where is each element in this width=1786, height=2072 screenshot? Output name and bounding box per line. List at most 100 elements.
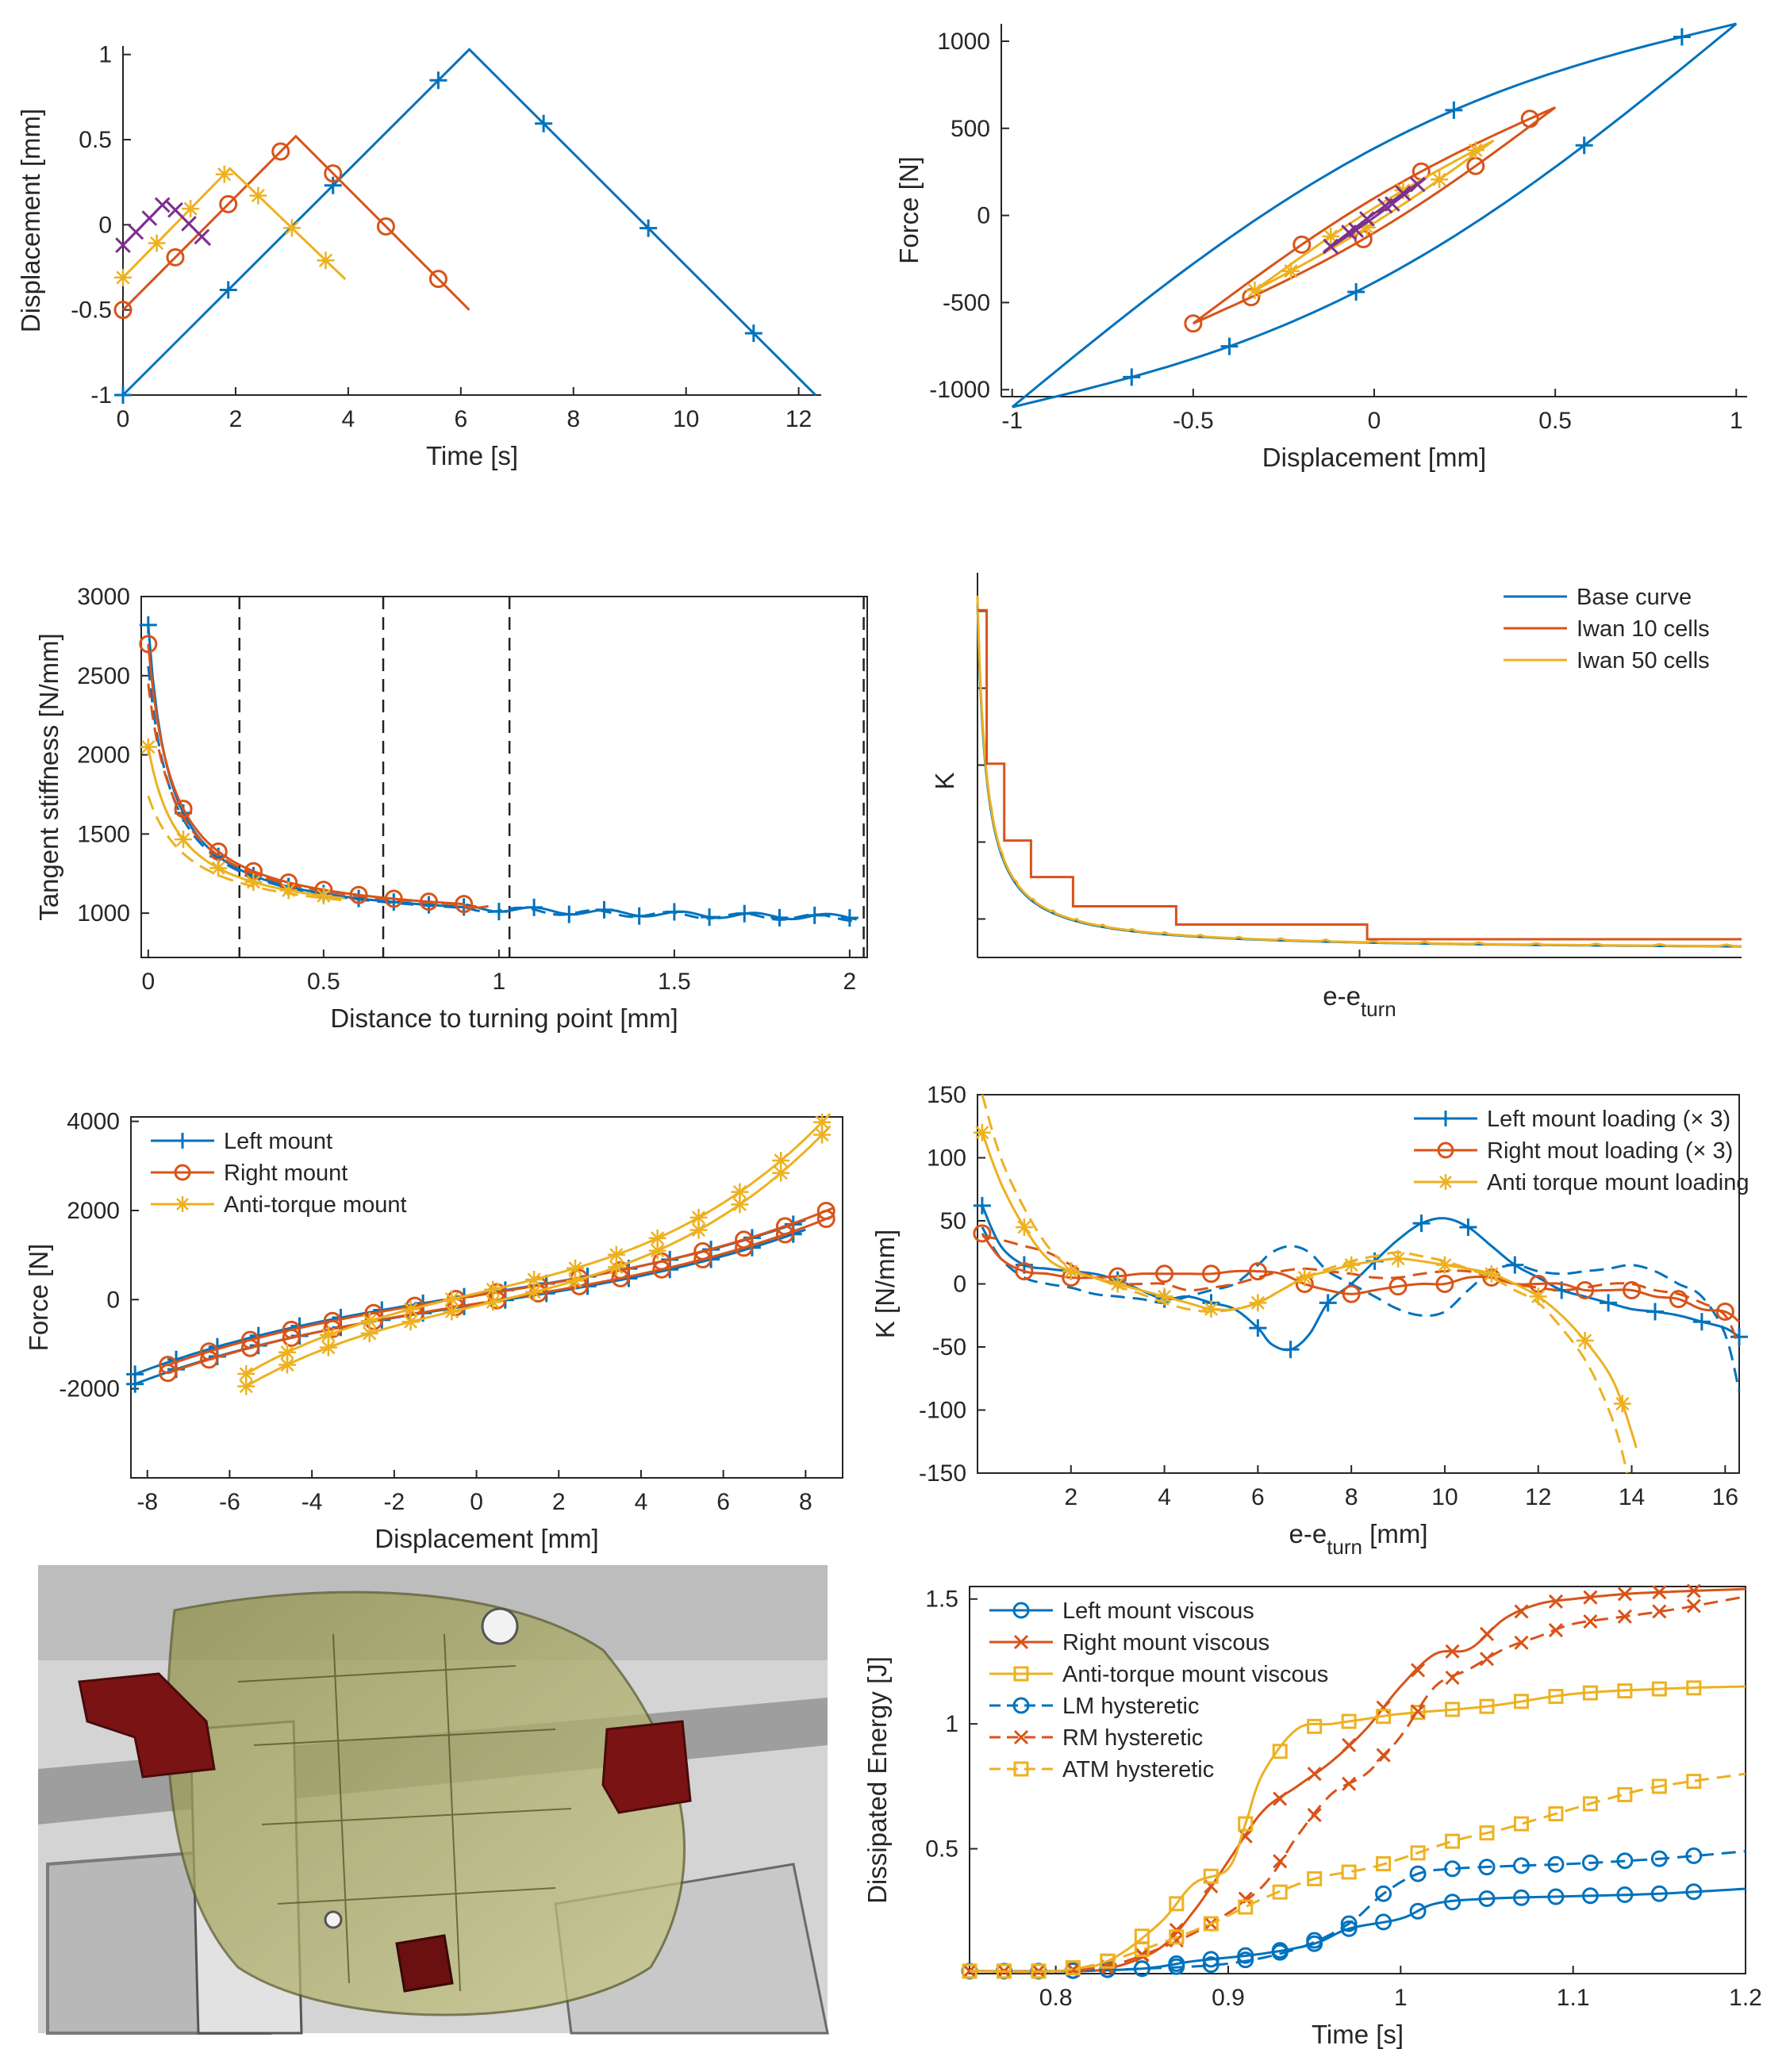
- marker-cross: [1323, 238, 1339, 255]
- marker-asterisk: [360, 1312, 378, 1330]
- marker-circle: [1685, 1883, 1703, 1901]
- marker-asterisk: [1389, 1249, 1408, 1268]
- marker-circle: [271, 142, 290, 161]
- marker-plus: [324, 176, 342, 194]
- marker-square: [1582, 1796, 1598, 1812]
- energy-yellow: [970, 1772, 1746, 1974]
- y-tick-label: 0: [98, 212, 112, 238]
- x-tick-label: 8: [799, 1489, 812, 1515]
- axes-box: [130, 1116, 843, 1479]
- marker-cross: [1409, 176, 1426, 193]
- marker-circle: [973, 1224, 992, 1243]
- marker-circle: [1547, 1888, 1565, 1905]
- panel-mount-force: -8 -6 -4 -2 0 2 4 6 8 -2000 0 2000 4000 Displacement …: [24, 1109, 843, 1553]
- marker-cross: [167, 201, 183, 218]
- marker-circle: [1099, 1961, 1116, 1978]
- marker-asterisk: [1358, 218, 1376, 236]
- marker-asterisk: [1394, 181, 1412, 199]
- marker-square: [1376, 1855, 1392, 1871]
- marker-asterisk: [1466, 141, 1484, 159]
- stiffness-blue: [147, 666, 857, 923]
- marker-circle: [159, 1356, 178, 1375]
- y-tick-label: 1.5: [925, 1587, 958, 1613]
- x-tick-label: 0.9: [1212, 1985, 1245, 2011]
- marker-plus: [1281, 1341, 1300, 1359]
- legend-entry-label: Right mount viscous: [1062, 1630, 1269, 1656]
- y-tick-label: -1000: [929, 377, 990, 403]
- marker-cross: [141, 210, 158, 226]
- marker-asterisk: [648, 1241, 666, 1260]
- k-curve-blue: [981, 1226, 1741, 1392]
- legend-entry-label: Iwan 10 cells: [1577, 616, 1710, 642]
- panel-iwan-stiffness: e-eturn K Base curve Iwan 10 cells Iwan 50 c…: [930, 573, 1742, 1021]
- marker-asterisk: [484, 1293, 502, 1311]
- marker-square: [1272, 1744, 1288, 1759]
- marker-asterisk: [1246, 282, 1264, 300]
- marker-square: [1134, 1942, 1150, 1958]
- y-tick-label: 1: [945, 1711, 958, 1737]
- legend-entry-label: Anti-torque mount: [224, 1192, 407, 1218]
- marker-circle: [1715, 1302, 1734, 1321]
- k-curve-red: [981, 1233, 1740, 1323]
- marker-cross: [1384, 196, 1400, 212]
- marker-asterisk: [772, 1164, 790, 1182]
- y-axis-label: K: [930, 772, 959, 789]
- marker-plus: [973, 1196, 991, 1214]
- marker-circle: [159, 1364, 178, 1383]
- marker-square: [1307, 1871, 1323, 1886]
- y-axis-label: Displacement [mm]: [16, 109, 45, 332]
- x-axis-label: Displacement [mm]: [1262, 443, 1486, 472]
- x-axis-label-subscript: turn: [1327, 1535, 1362, 1559]
- marker-asterisk: [139, 738, 157, 756]
- x-tick-label: 2: [229, 406, 243, 432]
- y-axis-label: Force [N]: [894, 156, 924, 264]
- marker-cross: [1514, 1635, 1529, 1650]
- y-tick-label: 0: [977, 203, 990, 229]
- marker-cross: [128, 224, 144, 240]
- marker-circle: [1512, 1889, 1530, 1906]
- marker-circle: [1248, 1262, 1267, 1281]
- x-tick-label: 4: [635, 1489, 648, 1515]
- marker-asterisk: [813, 1126, 832, 1144]
- marker-asterisk: [317, 251, 335, 270]
- y-tick-label: 500: [951, 116, 990, 142]
- loop-red: [1192, 106, 1557, 325]
- marker-cross: [1445, 1644, 1460, 1659]
- series-blue: [121, 48, 816, 397]
- marker-cross: [1617, 1609, 1632, 1624]
- marker-square: [1479, 1698, 1495, 1714]
- x-tick-label: 12: [785, 406, 812, 432]
- energy-red: [970, 1587, 1746, 1973]
- k-curve-yellow: [981, 1094, 1629, 1474]
- energy-yellow: [970, 1685, 1746, 1974]
- y-tick-label: -0.5: [71, 297, 112, 324]
- marker-square: [1651, 1778, 1667, 1794]
- marker-square: [1479, 1825, 1495, 1841]
- x-tick-label: 6: [1251, 1484, 1265, 1510]
- marker-circle: [1133, 1960, 1150, 1978]
- x-tick-label: 6: [716, 1489, 730, 1515]
- marker-asterisk: [319, 1338, 337, 1356]
- marker-cross: [1548, 1623, 1563, 1638]
- marker-square: [1651, 1681, 1667, 1697]
- marker-cross: [1273, 1791, 1288, 1806]
- legend-entry-label: Base curve: [1577, 585, 1692, 610]
- marker-asterisk: [1322, 227, 1340, 245]
- panel-tangent-stiffness: 0 0.5 1 1.5 2 1000 1500 2000 2500 3000 Distance to…: [34, 584, 868, 1033]
- y-axis-label: Dissipated Energy [J]: [862, 1656, 892, 1904]
- marker-circle: [174, 1164, 191, 1181]
- marker-asterisk: [114, 268, 132, 286]
- legend-entry-label: Iwan 50 cells: [1577, 648, 1710, 673]
- stiffness-red: [147, 643, 489, 909]
- marker-circle: [1012, 1697, 1030, 1714]
- marker-plus: [1123, 368, 1141, 386]
- marker-circle: [219, 194, 238, 213]
- y-tick-label: -50: [932, 1334, 966, 1360]
- marker-asterisk: [689, 1208, 708, 1226]
- x-tick-label: 1: [493, 969, 506, 995]
- y-tick-label: -2000: [59, 1376, 120, 1402]
- y-tick-label: -1: [90, 382, 112, 409]
- marker-cross: [194, 228, 210, 245]
- marker-cross: [1169, 1932, 1184, 1948]
- marker-asterisk: [360, 1324, 378, 1342]
